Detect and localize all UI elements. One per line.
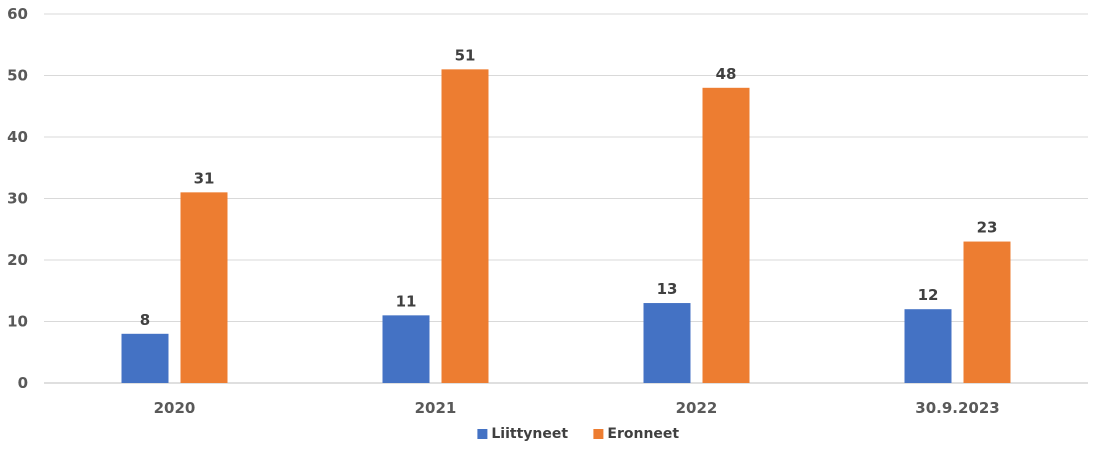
data-label: 12: [918, 286, 939, 304]
x-tick-label: 2020: [154, 399, 196, 417]
bar-eronneet: [441, 69, 489, 383]
data-label: 23: [977, 219, 998, 237]
legend-swatch: [477, 429, 488, 439]
data-label: 31: [194, 169, 215, 187]
data-labels: 8 31 11 51 13 48 12 23: [140, 46, 998, 328]
x-axis-ticks: 2020 2021 2022 30.9.2023: [154, 399, 1000, 417]
x-tick-label: 30.9.2023: [915, 399, 999, 417]
bar-liittyneet: [643, 303, 691, 383]
data-label: 13: [657, 280, 678, 298]
y-tick-label: 10: [7, 313, 28, 331]
data-label: 48: [716, 65, 737, 83]
y-tick-label: 30: [7, 190, 28, 208]
bars: [121, 69, 1011, 384]
y-tick-label: 50: [7, 67, 28, 85]
data-label: 51: [455, 46, 476, 64]
bar-eronneet: [702, 87, 750, 384]
legend-swatch: [593, 429, 604, 439]
data-label: 8: [140, 311, 150, 329]
x-tick-label: 2022: [676, 399, 718, 417]
bar-liittyneet: [382, 315, 430, 383]
bar-eronneet: [180, 192, 228, 383]
y-axis-ticks: 0 10 20 30 40 50 60: [7, 5, 28, 392]
legend-label: Eronneet: [607, 426, 679, 442]
y-tick-label: 60: [7, 5, 28, 23]
legend: Liittyneet Eronneet: [477, 426, 679, 442]
y-tick-label: 0: [18, 374, 28, 392]
x-tick-label: 2021: [415, 399, 457, 417]
y-tick-label: 20: [7, 251, 28, 269]
y-tick-label: 40: [7, 128, 28, 146]
data-label: 11: [396, 292, 417, 310]
bar-liittyneet: [121, 333, 169, 383]
bar-liittyneet: [904, 309, 952, 383]
legend-label: Liittyneet: [491, 426, 568, 442]
bar-eronneet: [963, 241, 1011, 383]
